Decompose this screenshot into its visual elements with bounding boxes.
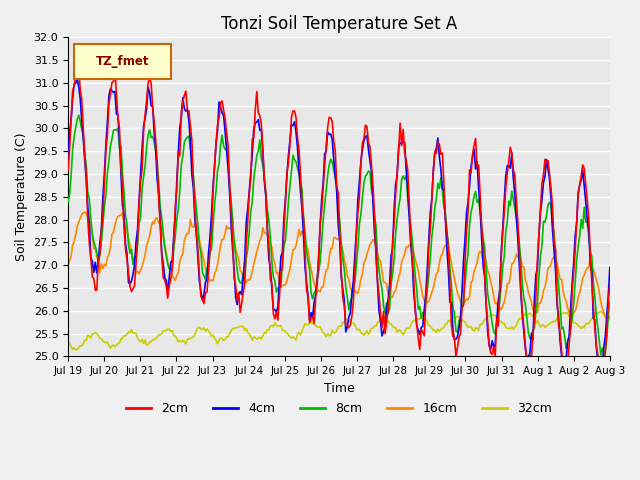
Legend: 2cm, 4cm, 8cm, 16cm, 32cm: 2cm, 4cm, 8cm, 16cm, 32cm (121, 397, 557, 420)
X-axis label: Time: Time (324, 382, 355, 395)
FancyBboxPatch shape (74, 44, 171, 79)
Text: TZ_fmet: TZ_fmet (95, 55, 149, 68)
Y-axis label: Soil Temperature (C): Soil Temperature (C) (15, 132, 28, 261)
Title: Tonzi Soil Temperature Set A: Tonzi Soil Temperature Set A (221, 15, 457, 33)
